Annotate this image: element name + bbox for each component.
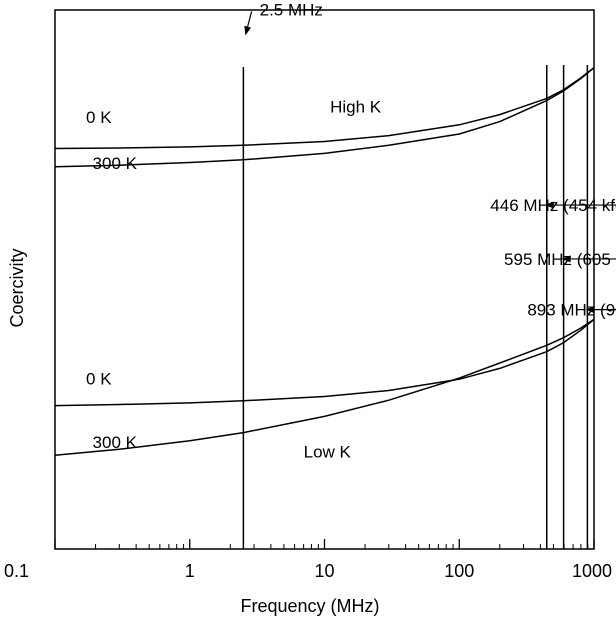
marker-arrow-head	[544, 201, 554, 209]
curve-low-k-300-k	[54, 318, 595, 456]
frequency-markers	[242, 11, 616, 549]
x-tick-label: 100	[444, 561, 474, 581]
curve-low-k-0-k	[54, 318, 595, 407]
group-label-low-k: Low K	[304, 442, 352, 461]
x-tick-label: 10	[314, 561, 334, 581]
curve-label-high-k-0-k: 0 K	[86, 108, 112, 127]
curve-label-low-k-300-k: 300 K	[93, 433, 138, 452]
marker-label-446-mhz-454-kfci: 446 MHz (454 kfci)	[490, 196, 616, 215]
x-axis-ticks: 0.1 1 10 100 1000	[4, 539, 612, 581]
marker-arrow-head	[561, 255, 571, 263]
curve-high-k-0-k	[54, 67, 595, 150]
coercivity-curves	[54, 67, 595, 456]
marker-arrow-head	[585, 306, 595, 314]
x-axis-title: Frequency (MHz)	[240, 596, 379, 616]
chart-labels: 0 K 300 K 0 K 300 K High K Low K 2.5 MHz 446 MH…	[86, 0, 616, 461]
marker-label-893-mhz-907-kfci: 893 MHz (907 kfci)	[527, 301, 616, 320]
curve-high-k-300-k	[54, 67, 595, 168]
y-axis-title: Coercivity	[7, 248, 27, 327]
marker-label-2-5-mhz: 2.5 MHz	[260, 0, 323, 19]
x-tick-label: 0.1	[4, 561, 29, 581]
x-tick-label: 1000	[572, 561, 612, 581]
x-tick-label: 1	[185, 561, 195, 581]
curve-label-high-k-300-k: 300 K	[93, 154, 138, 173]
marker-arrow-head	[244, 25, 251, 36]
curve-label-low-k-0-k: 0 K	[86, 370, 112, 389]
group-label-high-k: High K	[330, 97, 382, 116]
marker-label-595-mhz-605-kfci: 595 MHz (605 kfci)	[504, 250, 616, 269]
plot-frame	[54, 9, 595, 550]
